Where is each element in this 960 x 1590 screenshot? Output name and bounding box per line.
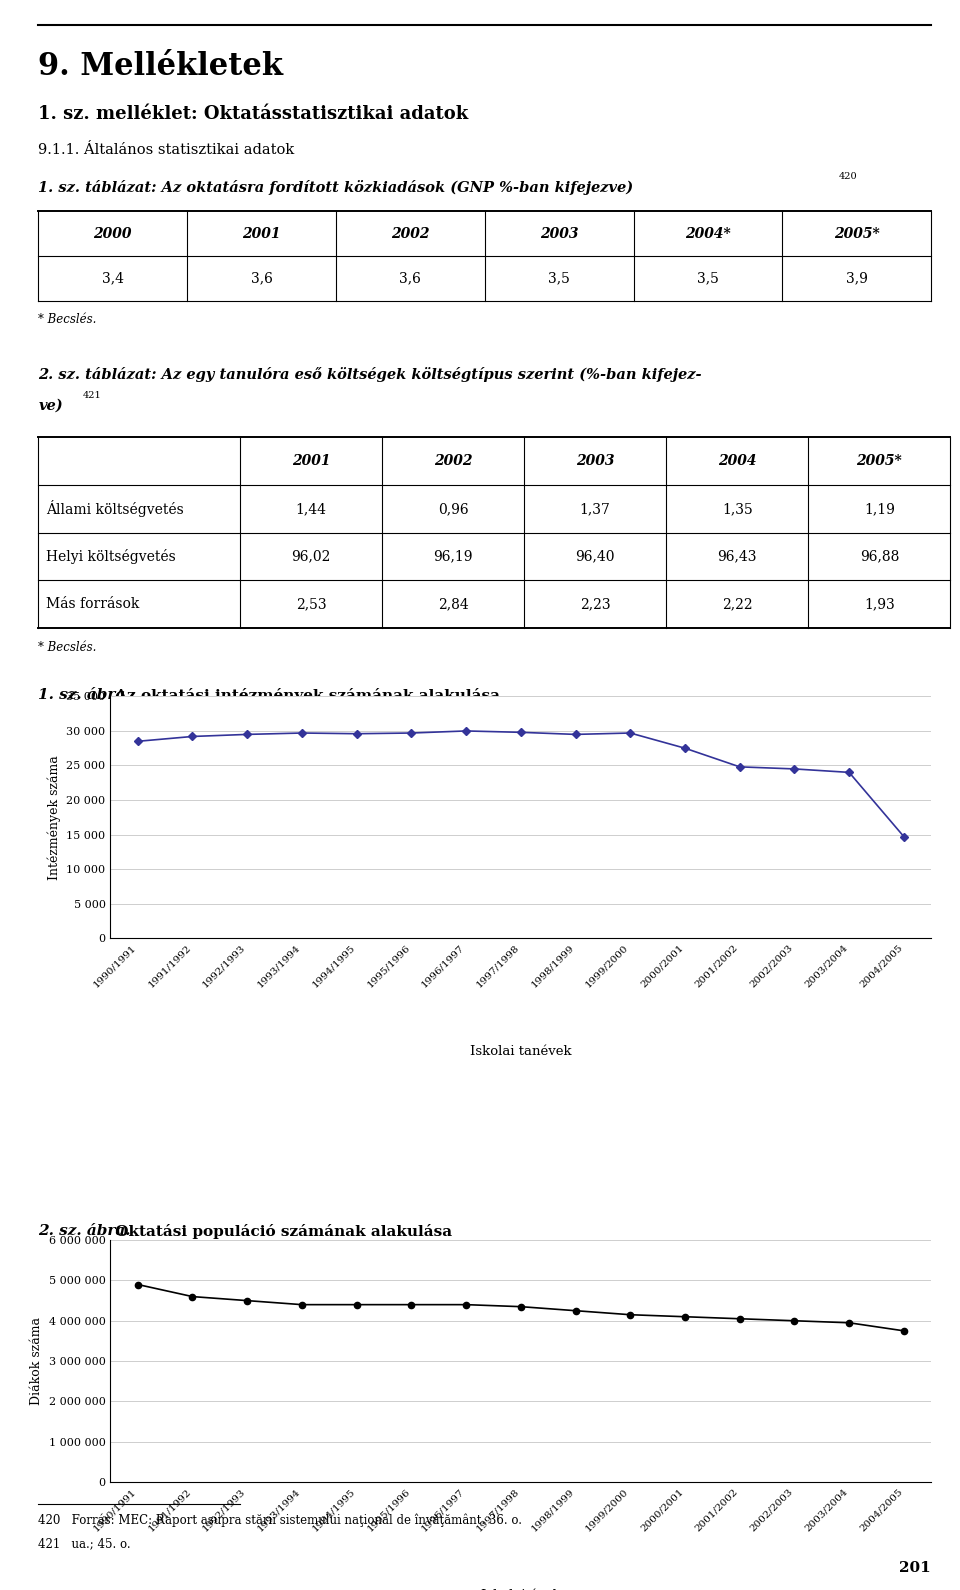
Text: 96,02: 96,02	[291, 550, 331, 563]
Text: 2003: 2003	[576, 455, 614, 467]
Y-axis label: Intézmények száma: Intézmények száma	[47, 755, 60, 879]
Text: 421   ua.; 45. o.: 421 ua.; 45. o.	[38, 1538, 131, 1550]
Text: 2003: 2003	[540, 227, 579, 240]
Text: 2. sz. ábra.: 2. sz. ábra.	[38, 1224, 131, 1239]
Text: 9.1.1. Általános statisztikai adatok: 9.1.1. Általános statisztikai adatok	[38, 143, 295, 157]
Text: 2005*: 2005*	[856, 455, 902, 467]
Text: 2001: 2001	[242, 227, 281, 240]
Text: 1,35: 1,35	[722, 502, 753, 515]
Text: 2,84: 2,84	[438, 598, 468, 611]
Text: 96,43: 96,43	[717, 550, 757, 563]
Text: 0,96: 0,96	[438, 502, 468, 515]
Text: 2001: 2001	[292, 455, 330, 467]
Text: 421: 421	[83, 391, 102, 401]
Text: 2004: 2004	[718, 455, 756, 467]
Text: Helyi költségvetés: Helyi költségvetés	[46, 549, 176, 564]
Text: 3,6: 3,6	[251, 272, 273, 285]
Text: * Becslés.: * Becslés.	[38, 641, 97, 653]
Text: 2,23: 2,23	[580, 598, 611, 611]
Text: 201: 201	[900, 1561, 931, 1576]
Text: 96,88: 96,88	[859, 550, 900, 563]
Text: 3,9: 3,9	[846, 272, 868, 285]
Y-axis label: Diákok száma: Diákok száma	[30, 1317, 43, 1406]
Text: 1,93: 1,93	[864, 598, 895, 611]
Text: 1,19: 1,19	[864, 502, 895, 515]
Text: 420: 420	[839, 172, 857, 181]
Text: 96,19: 96,19	[433, 550, 473, 563]
Text: 420   Forrás: MEC: Raport asupra stării sistemului naţional de învăţământ. 36. o: 420 Forrás: MEC: Raport asupra stării si…	[38, 1514, 522, 1526]
Text: 2002: 2002	[434, 455, 472, 467]
Text: 9. Mellékletek: 9. Mellékletek	[38, 51, 283, 81]
Text: Más források: Más források	[46, 598, 139, 611]
Text: 2000: 2000	[93, 227, 132, 240]
Text: 2004*: 2004*	[685, 227, 731, 240]
Text: * Becslés.: * Becslés.	[38, 313, 97, 326]
Text: 3,5: 3,5	[697, 272, 719, 285]
Text: 1. sz. melléklet: Oktatásstatisztikai adatok: 1. sz. melléklet: Oktatásstatisztikai ad…	[38, 105, 468, 122]
Text: Állami költségvetés: Állami költségvetés	[46, 501, 183, 517]
Text: 3,4: 3,4	[102, 272, 124, 285]
Text: 1,44: 1,44	[296, 502, 326, 515]
Text: 2. sz. táblázat: Az egy tanulóra eső költségek költségtípus szerint (%-ban kifej: 2. sz. táblázat: Az egy tanulóra eső köl…	[38, 367, 702, 382]
Text: 1. sz. táblázat: Az oktatásra fordított közkiadások (GNP %-ban kifejezve): 1. sz. táblázat: Az oktatásra fordított …	[38, 180, 634, 194]
Text: Oktatási populáció számának alakulása: Oktatási populáció számának alakulása	[110, 1224, 452, 1239]
Text: 1. sz. ábra.: 1. sz. ábra.	[38, 688, 131, 703]
Text: 2,53: 2,53	[296, 598, 326, 611]
Text: 2,22: 2,22	[722, 598, 753, 611]
Text: 3,6: 3,6	[399, 272, 421, 285]
Text: 96,40: 96,40	[575, 550, 615, 563]
Text: 2005*: 2005*	[834, 227, 879, 240]
Text: 2002: 2002	[391, 227, 430, 240]
Text: 1,37: 1,37	[580, 502, 611, 515]
Text: Az oktatási intézmények számának alakulása: Az oktatási intézmények számának alakulá…	[110, 688, 500, 703]
Text: 3,5: 3,5	[548, 272, 570, 285]
Text: ve): ve)	[38, 399, 63, 413]
X-axis label: Iskolai tanévek: Iskolai tanévek	[470, 1045, 571, 1057]
